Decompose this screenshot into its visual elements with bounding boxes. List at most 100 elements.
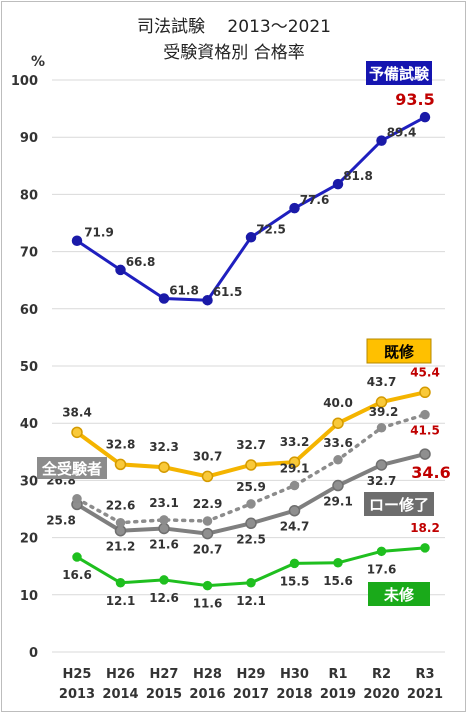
x-tick-era: H29 xyxy=(237,667,266,682)
data-label-yobi: 81.8 xyxy=(343,169,373,183)
data-label-mi: 15.5 xyxy=(280,574,310,588)
x-tick-era: R3 xyxy=(415,667,434,682)
x-tick-year: 2016 xyxy=(189,687,225,702)
data-label-ro: 25.8 xyxy=(46,513,76,527)
data-point-ro xyxy=(158,522,170,535)
x-tick-era: R2 xyxy=(372,667,391,682)
data-point-ro xyxy=(375,459,388,471)
data-point-mi xyxy=(159,575,169,585)
data-label-kishu: 30.7 xyxy=(193,449,223,463)
data-label-mi: 12.1 xyxy=(106,594,136,608)
x-tick-era: H27 xyxy=(150,667,179,682)
data-label-yobi: 71.9 xyxy=(84,226,114,240)
x-tick-era: H30 xyxy=(280,667,309,682)
x-tick-era: H28 xyxy=(193,667,222,682)
x-tick-era: R1 xyxy=(328,667,347,682)
data-point-mi xyxy=(202,580,213,591)
data-label-yobi: 77.6 xyxy=(300,193,330,207)
data-point-mi xyxy=(115,578,126,588)
x-tick-year: 2017 xyxy=(233,687,269,702)
data-point-zen xyxy=(420,409,430,420)
data-point-mi xyxy=(420,543,430,553)
y-tick-label: 0 xyxy=(29,646,38,661)
data-label-kishu: 32.7 xyxy=(236,438,266,452)
data-label-yobi: 66.8 xyxy=(126,255,156,269)
data-point-ro xyxy=(419,448,431,460)
data-label-mi: 15.6 xyxy=(323,574,353,588)
data-point-yobi xyxy=(202,294,213,306)
data-label-yobi: 72.5 xyxy=(256,222,286,236)
data-point-mi xyxy=(333,558,343,568)
data-point-mi xyxy=(246,578,256,588)
y-tick-label: 50 xyxy=(20,360,38,375)
y-tick-label: 70 xyxy=(20,246,38,261)
data-label-mi: 17.6 xyxy=(367,562,397,576)
data-label-ro: 22.5 xyxy=(236,532,266,546)
y-tick-label: 30 xyxy=(20,474,38,489)
data-label-zen: 29.1 xyxy=(280,462,310,476)
x-tick-year: 2014 xyxy=(102,687,138,702)
data-point-yobi xyxy=(245,232,257,243)
data-point-ro xyxy=(201,527,214,540)
data-label-kishu: 45.4 xyxy=(410,365,440,379)
series-name-box-kishu xyxy=(366,338,432,364)
y-tick-label: 60 xyxy=(20,303,38,318)
data-point-kishu xyxy=(245,459,257,471)
data-label-mi: 18.2 xyxy=(410,521,440,535)
data-point-mi xyxy=(72,552,82,562)
data-label-zen: 22.6 xyxy=(106,499,136,513)
y-axis-unit: % xyxy=(31,54,45,70)
series-line-yobi xyxy=(76,115,426,302)
series-name-box-zen xyxy=(37,457,107,479)
data-label-yobi: 93.5 xyxy=(395,90,434,109)
data-point-mi xyxy=(376,546,387,557)
data-label-ro: 21.6 xyxy=(149,537,179,551)
data-point-zen xyxy=(72,493,82,504)
data-label-kishu: 32.3 xyxy=(149,440,179,454)
data-point-yobi xyxy=(332,178,344,190)
x-tick-era: H25 xyxy=(63,667,92,682)
data-label-zen: 41.5 xyxy=(410,424,440,438)
x-tick-year: 2013 xyxy=(59,687,95,702)
data-point-kishu xyxy=(375,396,388,408)
series-name-box-yobi xyxy=(366,61,432,85)
data-label-kishu: 32.8 xyxy=(106,437,136,451)
data-point-zen xyxy=(289,480,300,491)
data-point-ro xyxy=(245,517,257,530)
data-point-yobi xyxy=(158,293,170,304)
x-tick-year: 2021 xyxy=(407,687,443,702)
data-point-yobi xyxy=(376,135,387,146)
data-point-yobi xyxy=(289,202,300,214)
data-label-zen: 39.2 xyxy=(369,405,399,419)
x-tick-year: 2015 xyxy=(146,687,182,702)
data-label-kishu: 38.4 xyxy=(62,405,92,419)
x-tick-year: 2020 xyxy=(363,687,399,702)
data-point-zen xyxy=(376,423,387,433)
data-label-ro: 29.1 xyxy=(323,495,353,509)
data-label-kishu: 33.2 xyxy=(280,435,310,449)
data-point-kishu xyxy=(332,417,344,429)
data-point-zen xyxy=(246,499,256,509)
y-tick-label: 100 xyxy=(11,74,38,89)
series-name-kishu: 既修 xyxy=(384,343,415,361)
data-point-yobi xyxy=(115,264,126,276)
chart-title: 司法試験 2013～2021 xyxy=(137,17,331,37)
data-label-kishu: 40.0 xyxy=(323,396,353,410)
data-label-mi: 11.6 xyxy=(193,597,223,611)
data-label-ro: 34.6 xyxy=(411,463,450,482)
data-label-yobi: 89.4 xyxy=(387,126,417,140)
series-name-zen: 全受験者 xyxy=(41,460,102,478)
data-label-mi: 16.6 xyxy=(62,568,92,582)
data-label-zen: 22.9 xyxy=(193,497,223,511)
data-point-kishu xyxy=(158,461,170,473)
data-label-mi: 12.6 xyxy=(149,591,179,605)
data-label-yobi: 61.5 xyxy=(213,285,243,299)
data-label-yobi: 61.8 xyxy=(169,284,199,298)
data-label-ro: 32.7 xyxy=(367,474,397,488)
data-label-mi: 12.1 xyxy=(236,594,266,608)
data-point-zen xyxy=(333,455,343,465)
y-tick-label: 40 xyxy=(20,417,38,432)
data-label-zen: 33.6 xyxy=(323,436,353,450)
data-point-mi xyxy=(289,558,300,569)
